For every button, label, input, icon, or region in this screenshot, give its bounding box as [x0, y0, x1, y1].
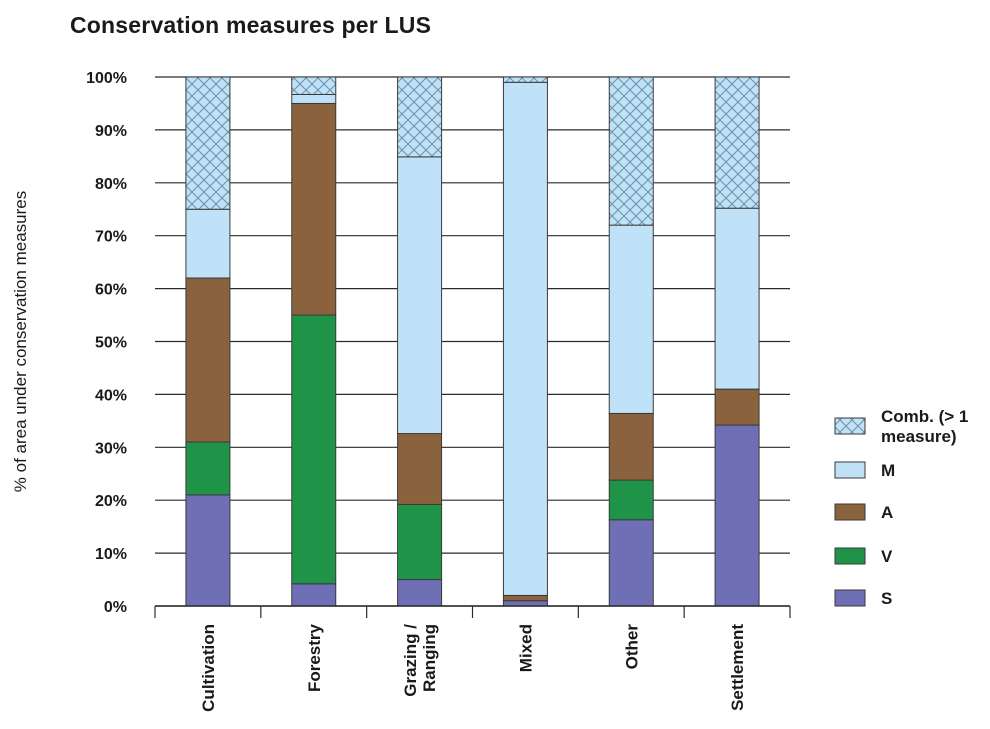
- y-tick-label: 70%: [95, 229, 127, 246]
- y-tick-label: 90%: [95, 123, 127, 140]
- legend-item: M: [834, 461, 895, 480]
- x-tick-label: Grazing / Ranging: [401, 624, 439, 697]
- bar-segment-a: [608, 412, 654, 481]
- bar-segment-m: [291, 93, 337, 104]
- legend-item: A: [834, 503, 893, 522]
- legend-swatch: [834, 547, 866, 565]
- bar-segment-comb: [185, 76, 231, 210]
- y-tick-label: 20%: [95, 493, 127, 510]
- bar-segment-m: [608, 224, 654, 414]
- bar-segment-s: [608, 519, 654, 607]
- bar-segment-m: [397, 156, 443, 435]
- axes: 0% 10% 20% 30% 40% 50% 60% 70% 80% 90% 100% % of ar…: [11, 70, 791, 712]
- bar-segment-v: [608, 479, 654, 521]
- bar-segment-m: [714, 207, 760, 390]
- x-tick-label: Cultivation: [199, 624, 218, 712]
- bar-segment-a: [714, 388, 760, 426]
- legend-label: S: [881, 589, 892, 608]
- chart-title: Conservation measures per LUS: [70, 12, 432, 38]
- legend-swatch: [834, 461, 866, 479]
- legend-swatch: [834, 589, 866, 607]
- bar-segment-s: [502, 600, 548, 607]
- legend-label: Comb. (> 1: [881, 407, 968, 426]
- bar-segment-v: [397, 503, 443, 581]
- svg-text:Grazing /: Grazing /: [401, 624, 420, 697]
- bar-segment-s: [397, 579, 443, 607]
- bar-segment-s: [291, 583, 337, 607]
- bar-segment-comb: [397, 76, 443, 158]
- legend-label: measure): [881, 427, 957, 446]
- y-tick-label: 80%: [95, 176, 127, 193]
- y-tick-label: 40%: [95, 387, 127, 404]
- legend-swatch: [834, 417, 866, 435]
- svg-text:Ranging: Ranging: [420, 624, 439, 692]
- bar-segment-m: [502, 81, 548, 596]
- bar-segment-m: [185, 208, 231, 279]
- legend-label: V: [881, 547, 893, 566]
- x-tick-label: Settlement: [728, 624, 747, 711]
- bar-segment-s: [714, 424, 760, 607]
- svg-text:Other: Other: [622, 624, 641, 670]
- legend-label: A: [881, 503, 893, 522]
- x-tick-label: Forestry: [305, 623, 324, 692]
- bar-segment-a: [291, 102, 337, 316]
- legend-swatch: [834, 503, 866, 521]
- svg-text:Mixed: Mixed: [516, 624, 535, 672]
- y-tick-label: 100%: [86, 70, 127, 87]
- y-tick-label: 50%: [95, 335, 127, 352]
- legend-item: V: [834, 547, 893, 566]
- bar-segment-comb: [291, 76, 337, 95]
- y-tick-label: 0%: [104, 599, 127, 616]
- bar-segment-v: [291, 314, 337, 585]
- svg-text:Forestry: Forestry: [305, 623, 324, 692]
- svg-text:Cultivation: Cultivation: [199, 624, 218, 712]
- x-tick-label: Mixed: [516, 624, 535, 672]
- bar-segment-a: [185, 277, 231, 443]
- x-tick-label: Other: [622, 624, 641, 670]
- svg-text:Settlement: Settlement: [728, 624, 747, 711]
- y-tick-label: 60%: [95, 282, 127, 299]
- gridlines: [155, 76, 790, 607]
- bar-segment-comb: [608, 76, 654, 226]
- bar-segment-comb: [714, 76, 760, 209]
- bar-segment-a: [502, 594, 548, 602]
- bars: [185, 76, 760, 607]
- bar-segment-v: [185, 441, 231, 496]
- legend-item: S: [834, 589, 892, 608]
- bar-segment-comb: [502, 76, 548, 83]
- y-axis-title: % of area under conservation measures: [11, 191, 30, 492]
- y-tick-label: 10%: [95, 546, 127, 563]
- bar-segment-s: [185, 494, 231, 607]
- bar-segment-a: [397, 433, 443, 505]
- legend-label: M: [881, 461, 895, 480]
- y-tick-label: 30%: [95, 440, 127, 457]
